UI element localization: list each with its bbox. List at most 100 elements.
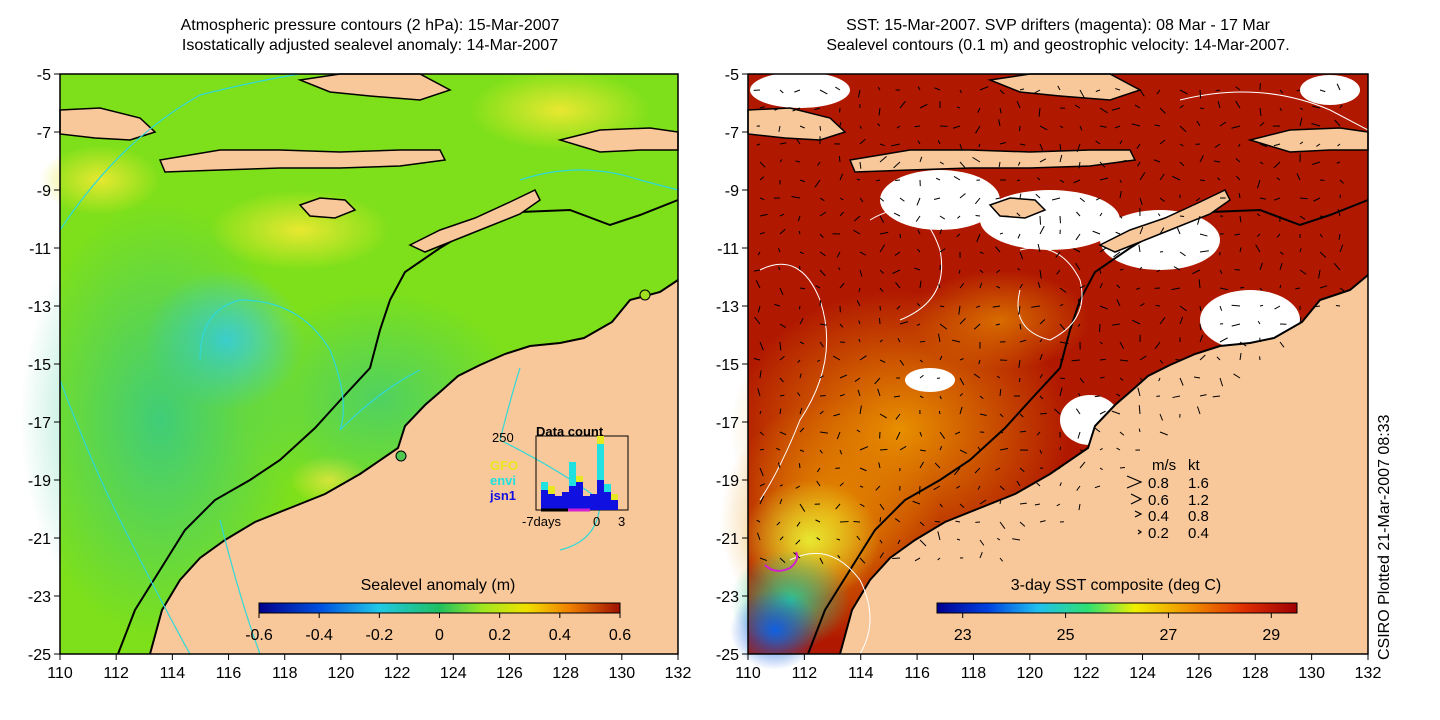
right-x-tick-label: 116 [904, 665, 930, 682]
pressure-contour-3 [59, 379, 191, 655]
right-shelf-contour [807, 199, 1369, 655]
velocity-legend-header-ms: m/s [1152, 457, 1176, 474]
left-x-tick-label: 130 [608, 665, 635, 682]
geostrophic-velocity-vectors [753, 83, 1345, 565]
left-x-tick-label: 132 [665, 665, 692, 682]
right-y-tick-label: -7 [725, 125, 739, 142]
velocity-legend-ms-3: 0.4 [1148, 508, 1169, 525]
left-y-tick-label: -7 [37, 125, 51, 142]
left-y-tick-label: -25 [28, 647, 51, 664]
left-x-tick-label: 128 [552, 665, 579, 682]
inset-bars [541, 436, 618, 510]
sla-colorbar-tick-label: 0.6 [609, 627, 631, 644]
tide-gauge-darwin [639, 289, 651, 301]
velocity-legend-ms-2: 0.6 [1148, 492, 1169, 509]
velocity-legend-header-kt: kt [1188, 457, 1201, 474]
credit-label: CSIRO Plotted 21-Mar-2007 08:33 [1376, 414, 1393, 660]
right-x-tick-label: 122 [1073, 665, 1100, 682]
left-x-tick-label: 120 [328, 665, 355, 682]
left-x-tick-label: 112 [103, 665, 129, 682]
right-y-tick-label: -23 [716, 589, 739, 606]
velocity-legend-kt-1: 1.6 [1188, 475, 1209, 492]
left-map: Data count 250 [20, 70, 679, 655]
left-y-tick-label: -17 [28, 415, 51, 432]
left-flores-island [158, 149, 447, 173]
right-x-tick-label: 130 [1298, 665, 1325, 682]
inset-label-0: 0 [593, 514, 600, 529]
velocity-legend-row-4: 0.2 0.4 [1137, 525, 1209, 542]
right-flores-island [848, 149, 1137, 173]
inset-ymax-label: 250 [492, 430, 514, 445]
right-x-tick-label: 124 [1129, 665, 1156, 682]
right-map: m/s kt 0.8 1.6 0.6 1.2 0.4 0.8 0.2 0.4 [720, 72, 1369, 670]
right-x-tick-label: 120 [1016, 665, 1043, 682]
left-y-tick-label: -13 [28, 299, 51, 316]
velocity-legend-kt-4: 0.4 [1188, 525, 1209, 542]
pressure-contour-1 [59, 73, 301, 231]
sst-blue-zone [730, 590, 820, 670]
right-y-tick-label: -13 [716, 299, 739, 316]
right-y-tick-label: -11 [717, 241, 739, 258]
sla-colorbar-tick-label: 0.4 [549, 627, 571, 644]
svp-drifter-track [764, 551, 799, 572]
right-y-tick-label: -15 [716, 357, 739, 374]
right-y-tick-label: -25 [716, 647, 739, 664]
right-y-tick-label: -9 [725, 183, 739, 200]
sla-colorbar-tick-label: -0.4 [305, 627, 333, 644]
sla-colorbar-tick-label: -0.2 [366, 627, 394, 644]
left-x-tick-label: 122 [384, 665, 411, 682]
right-map-axes: 110 112 114 116 118 120 122 124 126 128 130 132 -5 -7… [716, 67, 1382, 682]
right-x-tick-label: 112 [792, 665, 818, 682]
left-x-tick-label: 116 [216, 665, 242, 682]
left-shelf-contour [117, 199, 679, 655]
sla-high-yellow [210, 190, 390, 270]
sla-colorbar: Sealevel anomaly (m) -0.6 -0.4 -0.2 0 0.2 0.4… [245, 577, 631, 644]
sealevel-contour-4 [1179, 91, 1369, 131]
right-x-tick-label: 114 [848, 665, 874, 682]
left-y-tick-label: -23 [28, 589, 51, 606]
sst-colorbar-tick-label: 29 [1262, 627, 1280, 644]
velocity-legend-row-3: 0.4 0.8 [1134, 508, 1209, 525]
left-y-tick-label: -21 [28, 531, 51, 548]
right-x-tick-label: 118 [961, 665, 987, 682]
left-x-tick-label: 124 [440, 665, 467, 682]
inset-legend-envi: envi [490, 473, 516, 488]
sla-high-yellow-2 [40, 145, 160, 215]
inset-title: Data count [536, 424, 604, 439]
velocity-legend-kt-2: 1.2 [1188, 492, 1209, 509]
velocity-legend-ms-4: 0.2 [1148, 525, 1169, 542]
pressure-contour-2 [199, 299, 421, 431]
left-y-tick-label: -9 [37, 183, 51, 200]
pressure-contour-4 [219, 519, 261, 655]
left-x-tick-label: 118 [272, 665, 298, 682]
right-x-tick-label: 128 [1242, 665, 1269, 682]
sst-colorbar-label: 3-day SST composite (deg C) [1011, 577, 1221, 594]
right-x-tick-label: 110 [735, 665, 761, 682]
sla-colorbar-gradient [258, 602, 621, 614]
right-title-line1: SST: 15-Mar-2007. SVP drifters (magenta)… [846, 17, 1270, 34]
left-map-axes: 110 112 114 116 118 120 122 124 126 128 130 132 -5 -7… [28, 67, 692, 682]
left-x-tick-label: 126 [496, 665, 523, 682]
sla-colorbar-tick-label: 0.2 [489, 627, 511, 644]
sealevel-contour-1 [759, 263, 828, 501]
sst-colorbar-tick-label: 27 [1160, 627, 1178, 644]
left-y-tick-label: -15 [28, 357, 51, 374]
left-y-tick-label: -19 [28, 473, 51, 490]
right-y-tick-label: -17 [716, 415, 739, 432]
inset-label-minus7: -7days [522, 514, 562, 529]
pressure-contour-6 [519, 169, 679, 191]
sla-colorbar-tick-label: -0.6 [245, 627, 273, 644]
left-title-line1: Atmospheric pressure contours (2 hPa): 1… [180, 17, 560, 34]
right-y-tick-label: -5 [725, 67, 739, 84]
sealevel-contour-3 [1017, 247, 1083, 341]
sst-colorbar-tick-label: 25 [1057, 627, 1075, 644]
left-map-title: Atmospheric pressure contours (2 hPa): 1… [60, 16, 680, 56]
pressure-contour-5 [499, 367, 601, 551]
left-title-line2: Isostatically adjusted sealevel anomaly:… [181, 37, 559, 54]
right-y-tick-label: -21 [716, 531, 739, 548]
left-sumba-island [298, 197, 357, 219]
inset-legend-gfo: GFO [490, 458, 518, 473]
sst-colorbar: 3-day SST composite (deg C) 23 25 27 29 [936, 577, 1298, 644]
sealevel-contour-5 [789, 552, 871, 655]
